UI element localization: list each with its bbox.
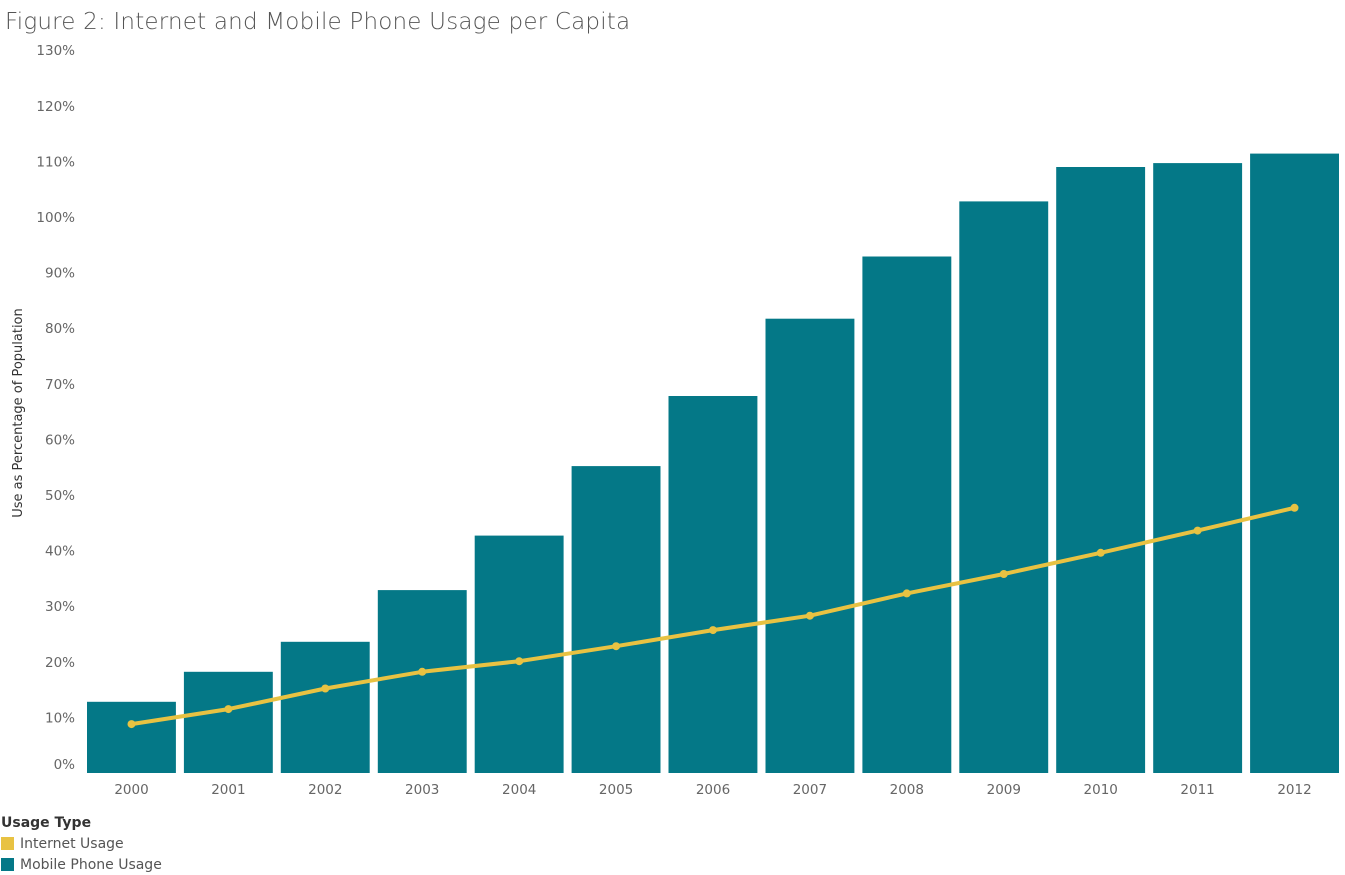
legend-item-internet-usage[interactable]: Internet Usage <box>1 833 162 854</box>
bar-mobile-phone-usage-2012[interactable] <box>1250 153 1339 774</box>
point-internet-usage-2005[interactable] <box>612 642 621 651</box>
point-internet-usage-2000[interactable] <box>127 720 136 729</box>
legend: Usage Type Internet Usage Mobile Phone U… <box>1 813 162 875</box>
x-tick-label: 2012 <box>1277 782 1311 798</box>
legend-label-internet-usage: Internet Usage <box>20 835 124 852</box>
bar-mobile-phone-usage-2006[interactable] <box>668 396 758 773</box>
legend-swatch-mobile-phone-usage <box>1 858 14 871</box>
x-tick-label: 2001 <box>211 782 245 798</box>
point-internet-usage-2002[interactable] <box>321 684 330 693</box>
point-internet-usage-2008[interactable] <box>902 589 911 598</box>
bar-mobile-phone-usage-2009[interactable] <box>959 201 1049 773</box>
y-tick-label: 0% <box>54 757 76 773</box>
x-tick-label: 2009 <box>987 782 1021 798</box>
x-tick-label: 2010 <box>1084 782 1118 798</box>
y-tick-label: 40% <box>45 544 75 560</box>
y-tick-label: 130% <box>36 43 75 59</box>
point-internet-usage-2010[interactable] <box>1096 548 1105 557</box>
point-internet-usage-2007[interactable] <box>805 611 814 620</box>
bar-mobile-phone-usage-2004[interactable] <box>474 535 564 773</box>
x-tick-label: 2011 <box>1180 782 1214 798</box>
bar-mobile-phone-usage-2010[interactable] <box>1056 167 1146 773</box>
y-tick-label: 120% <box>36 99 75 115</box>
bar-mobile-phone-usage-2002[interactable] <box>280 641 370 773</box>
point-internet-usage-2004[interactable] <box>515 657 524 666</box>
y-tick-label: 60% <box>45 432 75 448</box>
y-tick-label: 30% <box>45 599 75 615</box>
x-tick-label: 2003 <box>405 782 439 798</box>
y-tick-label: 20% <box>45 655 75 671</box>
x-tick-label: 2008 <box>890 782 924 798</box>
y-axis-title-group: Use as Percentage of Population <box>11 308 26 518</box>
bar-mobile-phone-usage-2003[interactable] <box>377 590 467 773</box>
y-tick-label: 100% <box>36 210 75 226</box>
x-tick-label: 2000 <box>114 782 148 798</box>
legend-title: Usage Type <box>1 815 92 831</box>
y-tick-label: 80% <box>45 321 75 337</box>
x-axis-ticks: 2000 2001 2002 2003 2004 2005 2006 2007 2008 2009… <box>114 782 1311 798</box>
x-tick-label: 2004 <box>502 782 536 798</box>
y-tick-label: 70% <box>45 377 75 393</box>
x-tick-label: 2005 <box>599 782 633 798</box>
point-internet-usage-2011[interactable] <box>1193 526 1202 535</box>
bar-mobile-phone-usage-2011[interactable] <box>1153 163 1243 774</box>
bars-group <box>87 153 1339 774</box>
x-tick-label: 2002 <box>308 782 342 798</box>
y-tick-label: 110% <box>36 154 75 170</box>
y-axis-ticks: 0% 10% 20% 30% 40% 50% 60% 70% 80% 90% 100% 110% 120… <box>36 43 75 773</box>
legend-label-mobile-phone-usage: Mobile Phone Usage <box>20 856 162 873</box>
chart-title: Figure 2: Internet and Mobile Phone Usag… <box>5 9 631 35</box>
y-axis-title: Use as Percentage of Population <box>11 308 26 518</box>
bar-mobile-phone-usage-2001[interactable] <box>183 671 273 773</box>
point-internet-usage-2009[interactable] <box>999 570 1008 578</box>
point-internet-usage-2012[interactable] <box>1290 503 1299 512</box>
point-internet-usage-2006[interactable] <box>709 626 717 635</box>
bar-mobile-phone-usage-2000[interactable] <box>87 701 176 773</box>
point-internet-usage-2003[interactable] <box>418 667 427 676</box>
y-tick-label: 50% <box>45 488 75 504</box>
point-internet-usage-2001[interactable] <box>224 705 233 714</box>
x-tick-label: 2006 <box>696 782 730 798</box>
legend-item-mobile-phone-usage[interactable]: Mobile Phone Usage <box>1 854 162 875</box>
legend-swatch-internet-usage <box>1 837 14 850</box>
y-tick-label: 10% <box>45 710 75 726</box>
y-tick-label: 90% <box>45 266 75 282</box>
bar-mobile-phone-usage-2008[interactable] <box>862 256 952 774</box>
bar-mobile-phone-usage-2005[interactable] <box>571 466 661 773</box>
internet-line-group <box>127 503 1299 729</box>
bar-mobile-phone-usage-2007[interactable] <box>765 318 855 773</box>
x-tick-label: 2007 <box>793 782 827 798</box>
